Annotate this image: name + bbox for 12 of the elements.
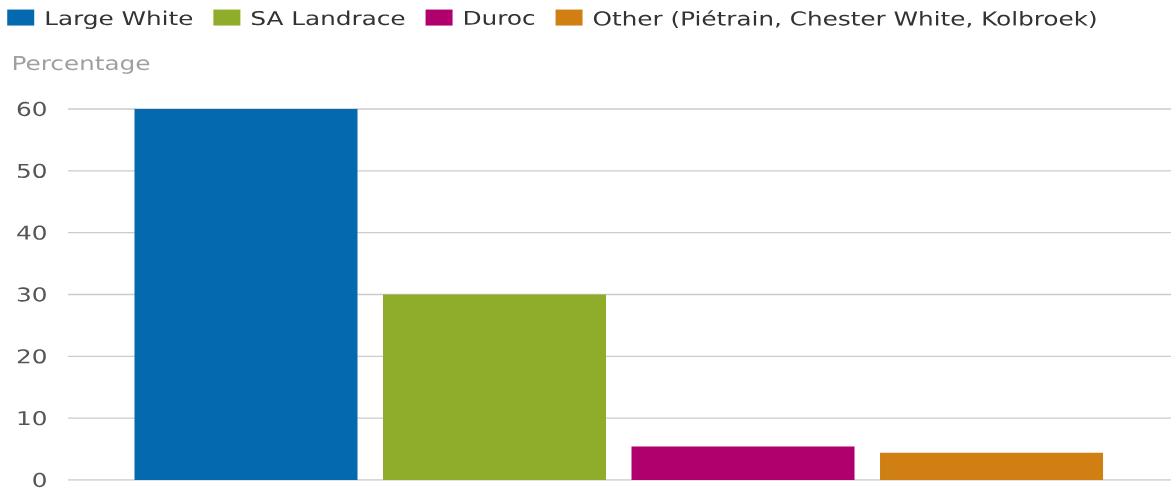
y-tick-label: 20 bbox=[17, 349, 46, 364]
y-axis-title: Percentage bbox=[13, 56, 150, 74]
y-tick-label: 0 bbox=[33, 472, 46, 488]
y-tick-label: 30 bbox=[17, 287, 46, 302]
y-tick-label: 50 bbox=[17, 163, 46, 179]
y-tick-label: 60 bbox=[17, 101, 46, 117]
legend-label: Other (Piétrain, Chester White, Kolbroek) bbox=[593, 10, 1096, 28]
y-tick-label: 10 bbox=[18, 410, 46, 426]
legend-label: SA Landrace bbox=[252, 10, 405, 26]
legend-label: Large White bbox=[46, 10, 193, 29]
y-tick-label: 40 bbox=[17, 225, 46, 240]
legend-label: Duroc bbox=[465, 10, 535, 25]
